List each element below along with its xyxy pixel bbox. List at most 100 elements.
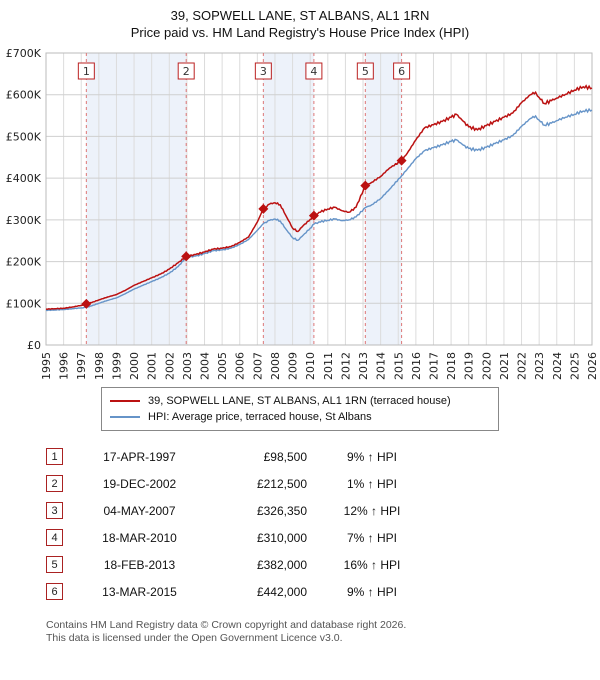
sale-point-diamond [258, 203, 269, 214]
price-history-chart: 1995 1996 1997 1998 1999 2000 2001 2002 2003 2004… [6, 47, 599, 380]
sale-number-flag [305, 62, 323, 80]
plot-border [45, 52, 593, 346]
sale-price: £98,500 [263, 449, 307, 464]
sale-hpi-delta: 1% ↑ HPI [346, 476, 397, 491]
sale-date: 13-MAR-2015 [102, 584, 177, 599]
sale-price: £326,350 [256, 503, 307, 518]
sale-number-badge: 3 [46, 502, 63, 519]
sale-point-diamond [181, 251, 192, 262]
sale-point-diamond [396, 155, 407, 166]
y-axis-tick-label: £400K [6, 172, 42, 185]
page-title: 39, SOPWELL LANE, ST ALBANS, AL1 1RN [170, 8, 430, 23]
sale-date: 18-MAR-2010 [102, 530, 177, 545]
sale-number-label: 3 [260, 65, 267, 78]
sale-number-label: 5 [362, 65, 369, 78]
x-axis-tick-label: 2020 [480, 352, 493, 380]
x-axis-tick-label: 2018 [445, 352, 458, 380]
x-axis-tick-label: 2014 [375, 352, 388, 380]
sale-hpi-delta: 7% ↑ HPI [346, 530, 397, 545]
sale-number-label: 1 [83, 65, 90, 78]
sale-number-label: 2 [183, 65, 190, 78]
x-axis-tick-label: 2019 [463, 352, 476, 380]
sale-row: 6 13-MAR-2015 £442,000 9% ↑ HPI [46, 578, 600, 605]
sale-number-badge: 5 [46, 556, 63, 573]
x-axis-tick-label: 2012 [339, 352, 352, 380]
x-axis-tick-label: 2017 [427, 352, 440, 380]
legend-entry-hpi: HPI: Average price, terraced house, St A… [110, 409, 490, 425]
sale-date: 18-FEB-2013 [103, 557, 176, 572]
sale-date: 17-APR-1997 [103, 449, 176, 464]
license-footer: Contains HM Land Registry data © Crown c… [46, 619, 600, 645]
x-axis-tick-label: 1998 [93, 352, 106, 380]
page-subtitle: Price paid vs. HM Land Registry's House … [130, 25, 470, 40]
hpi-line-swatch [110, 416, 140, 418]
x-axis-tick-label: 2000 [128, 352, 141, 380]
x-axis-tick-label: 2008 [269, 352, 282, 380]
sale-hpi-delta: 16% ↑ HPI [343, 557, 401, 572]
property-line-swatch [110, 400, 140, 402]
x-axis-tick-label: 2015 [392, 352, 405, 380]
sale-row: 3 04-MAY-2007 £326,350 12% ↑ HPI [46, 497, 600, 524]
x-axis-tick-label: 2009 [287, 352, 300, 380]
sale-number-flag [177, 62, 195, 80]
y-axis-tick-label: £300K [6, 214, 42, 227]
x-axis-tick-label: 1995 [40, 352, 53, 380]
sale-point-diamond [308, 210, 319, 221]
sale-number-flag [254, 62, 272, 80]
y-axis-tick-label: £100K [6, 297, 42, 310]
x-axis-tick-label: 2013 [357, 352, 370, 380]
sale-number-flag [356, 62, 374, 80]
sale-row: 4 18-MAR-2010 £310,000 7% ↑ HPI [46, 524, 600, 551]
x-axis-tick-label: 2021 [498, 352, 511, 380]
footer-line-1: Contains HM Land Registry data © Crown c… [46, 619, 407, 631]
x-axis-tick-label: 2001 [146, 352, 159, 380]
ownership-band [86, 53, 187, 345]
x-axis-tick-label: 2023 [533, 352, 546, 380]
x-axis-tick-label: 1996 [58, 352, 71, 380]
legend-label: 39, SOPWELL LANE, ST ALBANS, AL1 1RN (te… [148, 395, 451, 407]
sale-price: £212,500 [256, 476, 307, 491]
y-axis-tick-label: £200K [6, 256, 42, 269]
sale-hpi-delta: 9% ↑ HPI [346, 584, 397, 599]
y-axis-tick-label: £700K [6, 47, 42, 60]
y-axis-tick-label: £0 [27, 339, 41, 352]
sale-number-flag [77, 62, 95, 80]
x-axis-tick-label: 2006 [234, 352, 247, 380]
sale-row: 2 19-DEC-2002 £212,500 1% ↑ HPI [46, 470, 600, 497]
sale-number-badge: 4 [46, 529, 63, 546]
sale-price: £382,000 [256, 557, 307, 572]
sales-table: 1 17-APR-1997 £98,500 9% ↑ HPI 2 19-DEC-2002 £… [46, 443, 600, 605]
x-axis-tick-label: 2007 [251, 352, 264, 380]
x-axis-tick-label: 2005 [216, 352, 229, 380]
x-axis-tick-label: 2010 [304, 352, 317, 380]
chart-legend: 39, SOPWELL LANE, ST ALBANS, AL1 1RN (te… [101, 387, 499, 431]
x-axis-tick-label: 2011 [322, 352, 335, 380]
sale-date: 19-DEC-2002 [102, 476, 177, 491]
sale-price: £442,000 [256, 584, 307, 599]
x-axis-tick-label: 1999 [110, 352, 123, 380]
x-axis-tick-label: 2025 [568, 352, 581, 380]
sale-number-label: 6 [398, 65, 405, 78]
property-price-line [45, 84, 593, 310]
sale-point-diamond [81, 298, 92, 309]
y-axis-tick-label: £600K [6, 89, 42, 102]
sale-hpi-delta: 12% ↑ HPI [343, 503, 401, 518]
sale-price: £310,000 [256, 530, 307, 545]
sale-number-badge: 6 [46, 583, 63, 600]
x-axis-tick-label: 2002 [163, 352, 176, 380]
sale-hpi-delta: 9% ↑ HPI [346, 449, 397, 464]
hpi-line [46, 107, 593, 312]
x-axis-tick-label: 2024 [551, 352, 564, 380]
sale-point-diamond [360, 180, 371, 191]
sale-row: 1 17-APR-1997 £98,500 9% ↑ HPI [46, 443, 600, 470]
legend-entry-property: 39, SOPWELL LANE, ST ALBANS, AL1 1RN (te… [110, 393, 490, 409]
sale-number-badge: 2 [46, 475, 63, 492]
legend-label: HPI: Average price, terraced house, St A… [148, 411, 372, 423]
x-axis-tick-label: 2026 [586, 352, 599, 380]
sale-date: 04-MAY-2007 [103, 503, 176, 518]
sale-number-flag [393, 62, 411, 80]
x-axis-tick-label: 1997 [75, 352, 88, 380]
x-axis-tick-label: 2022 [516, 352, 529, 380]
x-axis-tick-label: 2004 [199, 352, 212, 380]
